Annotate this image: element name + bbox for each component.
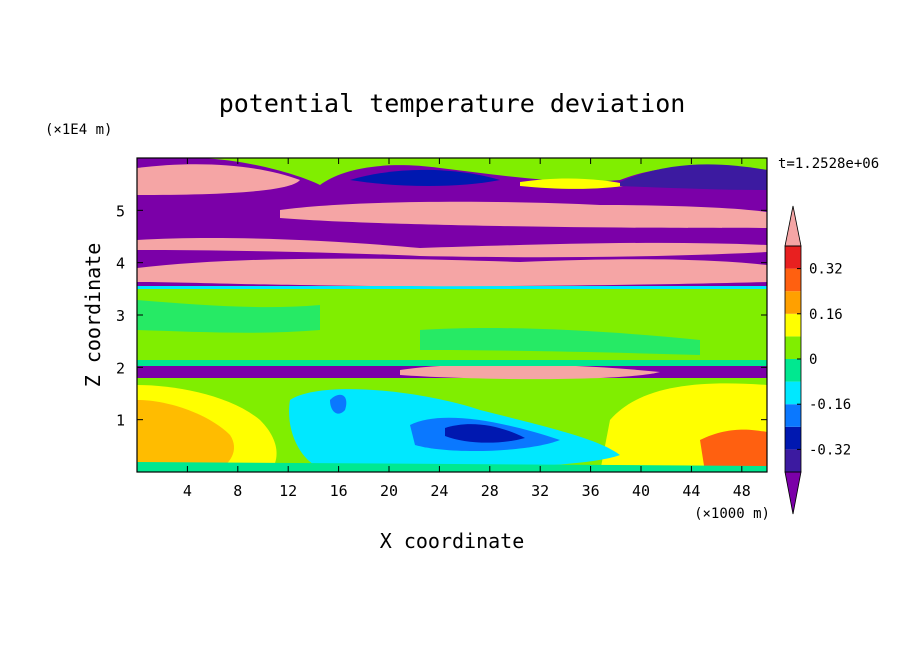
field-region-bottom-edge xyxy=(137,462,767,472)
y-tick-label: 2 xyxy=(116,359,125,377)
field-middle-patch-b xyxy=(420,328,700,355)
field-upper-warm-3 xyxy=(280,201,767,228)
x-tick-label: 44 xyxy=(682,482,700,500)
colorbar-bin xyxy=(785,268,801,292)
field-upper-warm-4 xyxy=(137,164,300,195)
field-band-z2-edge xyxy=(137,360,767,366)
x-axis-label: X coordinate xyxy=(380,529,525,553)
y-axis: 1 2 3 4 5 xyxy=(116,202,767,430)
field-region-coldest xyxy=(445,424,525,443)
field-middle-patch-a xyxy=(137,300,320,333)
colorbar-bin xyxy=(785,336,801,359)
x-axis-unit: (×1000 m) xyxy=(694,506,770,522)
colorbar-bin xyxy=(785,404,801,427)
x-tick-label: 8 xyxy=(233,482,242,500)
field-band-z2-warm xyxy=(400,364,660,380)
colorbar-bin xyxy=(785,359,801,382)
field-upper-cold-patch xyxy=(350,169,500,186)
x-tick-label: 12 xyxy=(279,482,297,500)
field-upper-top-green xyxy=(137,158,767,185)
x-tick-label: 40 xyxy=(632,482,650,500)
colorbar-tick-label: -0.32 xyxy=(809,442,851,458)
field-upper-violet-patch xyxy=(620,164,767,190)
colorbar-tick-label: 0.32 xyxy=(809,262,843,278)
field-region-right-hot xyxy=(700,429,767,472)
colorbar-bin xyxy=(785,246,801,269)
y-tick-label: 3 xyxy=(116,307,125,325)
x-tick-label: 4 xyxy=(183,482,192,500)
y-tick-label: 4 xyxy=(116,255,125,273)
x-tick-label: 36 xyxy=(582,482,600,500)
colorbar: 0.32 0.16 0 -0.16 -0.32 xyxy=(784,205,851,515)
chart-title: potential temperature deviation xyxy=(219,89,686,118)
colorbar-bin xyxy=(785,291,801,314)
x-tick-label: 16 xyxy=(330,482,348,500)
colorbar-tick-label: 0 xyxy=(809,352,817,368)
x-tick-label: 32 xyxy=(531,482,549,500)
field-region-left-orange xyxy=(137,400,235,472)
y-axis-unit: (×1E4 m) xyxy=(45,122,112,138)
field-region-small-cold xyxy=(330,394,347,414)
colorbar-tick-label: -0.16 xyxy=(809,397,851,413)
x-tick-label: 48 xyxy=(733,482,751,500)
x-tick-label: 24 xyxy=(430,482,448,500)
y-tick-label: 1 xyxy=(116,412,125,430)
heatmap-field xyxy=(137,158,767,472)
field-upper-warm-1 xyxy=(137,258,767,287)
time-label: t=1.2528e+06 xyxy=(778,156,879,172)
colorbar-extend-high xyxy=(784,205,802,247)
colorbar-bin xyxy=(785,449,801,472)
y-axis-label: Z coordinate xyxy=(81,243,105,388)
x-axis: 4 8 12 16 20 24 28 32 36 40 44 48 xyxy=(183,158,751,500)
colorbar-bin xyxy=(785,426,801,450)
field-middle-top-edge xyxy=(137,285,767,289)
colorbar-extend-low xyxy=(784,471,802,515)
colorbar-tick-label: 0.16 xyxy=(809,307,843,323)
x-tick-label: 28 xyxy=(481,482,499,500)
field-upper-yellow-patch xyxy=(520,178,630,189)
colorbar-bin xyxy=(785,381,801,405)
field-upper-warm-2 xyxy=(137,237,767,258)
colorbar-bin xyxy=(785,313,801,337)
y-tick-label: 5 xyxy=(116,202,125,220)
x-tick-label: 20 xyxy=(380,482,398,500)
